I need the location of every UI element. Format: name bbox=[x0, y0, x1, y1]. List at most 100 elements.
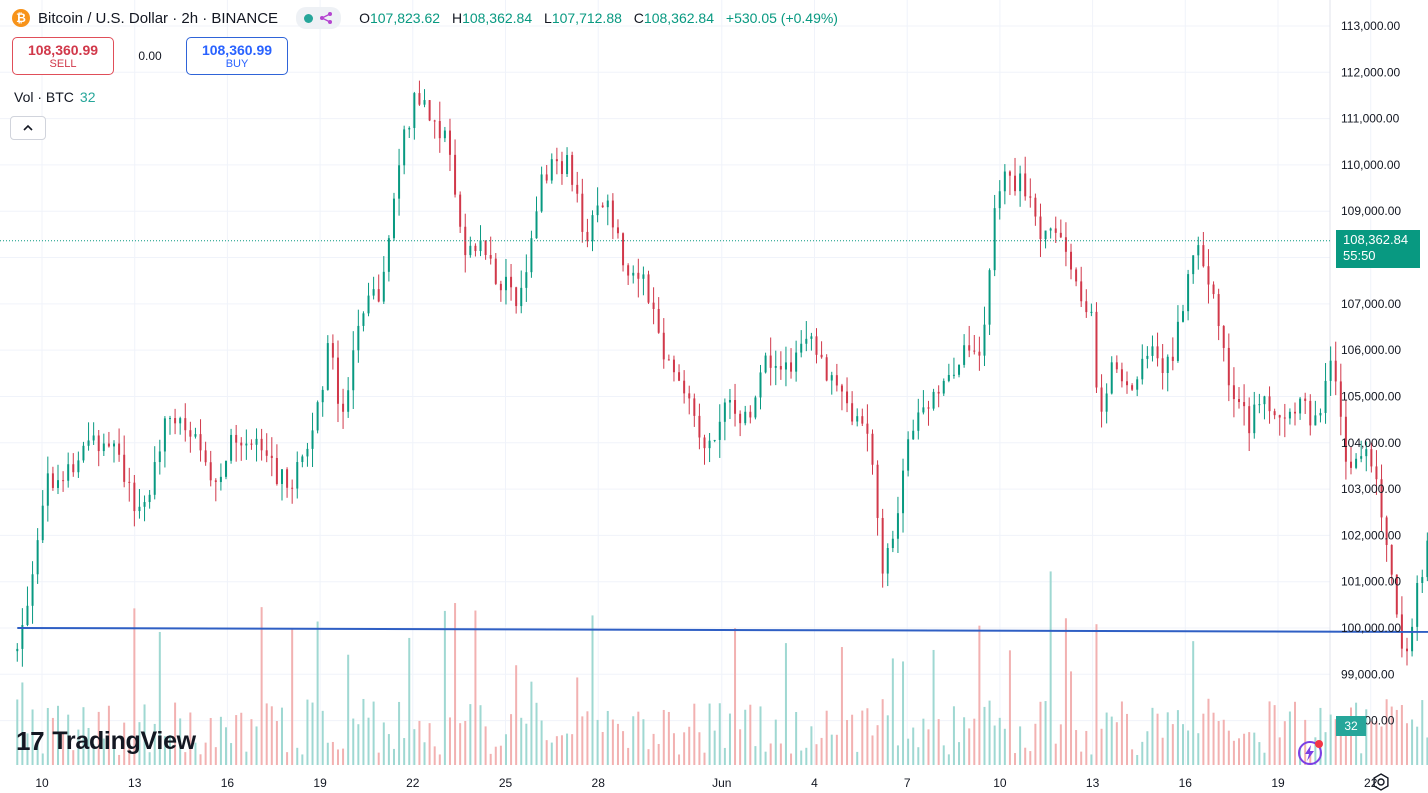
candle-body bbox=[622, 233, 625, 266]
volume-bar bbox=[403, 738, 406, 765]
candle-body bbox=[672, 359, 675, 373]
candle-body bbox=[418, 93, 421, 105]
volume-bar bbox=[734, 628, 737, 765]
candle-body bbox=[454, 154, 457, 195]
volume-bar bbox=[779, 743, 782, 765]
volume-bar bbox=[723, 747, 726, 765]
candle-body bbox=[128, 481, 131, 483]
buy-button[interactable]: 108,360.99 BUY bbox=[186, 37, 288, 75]
volume-bar bbox=[123, 722, 126, 765]
volume-bar bbox=[515, 665, 518, 765]
volume-bar bbox=[1339, 722, 1342, 765]
tradingview-mark-icon: 17 bbox=[16, 726, 45, 756]
candle-body bbox=[1136, 379, 1139, 390]
volume-bar bbox=[1283, 721, 1286, 765]
candle-body bbox=[1324, 380, 1327, 413]
candle-body bbox=[937, 391, 940, 394]
candle-body bbox=[1416, 582, 1419, 627]
share-icon bbox=[320, 12, 333, 24]
price-tick-label: 105,000.00 bbox=[1341, 389, 1401, 403]
candle-body bbox=[1166, 356, 1169, 374]
volume-bar bbox=[637, 711, 640, 765]
volume-bar bbox=[199, 754, 202, 765]
collapse-legend-button[interactable] bbox=[10, 116, 46, 140]
volume-bar bbox=[469, 704, 472, 765]
volume-bar bbox=[286, 752, 289, 765]
volume-bar bbox=[138, 722, 141, 765]
volume-bar bbox=[1273, 705, 1276, 765]
candle-body bbox=[1344, 416, 1347, 462]
candle-body bbox=[947, 375, 950, 381]
candle-body bbox=[123, 454, 126, 482]
volume-legend[interactable]: Vol · BTC 32 bbox=[14, 89, 95, 105]
candle-body bbox=[403, 129, 406, 166]
candle-body bbox=[871, 433, 874, 465]
candle-body bbox=[423, 100, 426, 105]
volume-bar bbox=[744, 709, 747, 765]
candle-body bbox=[1212, 284, 1215, 295]
volume-bar bbox=[107, 705, 110, 765]
volume-bar bbox=[622, 731, 625, 765]
volume-bar bbox=[1334, 719, 1337, 765]
candle-body bbox=[352, 350, 355, 391]
candle-body bbox=[1197, 245, 1200, 256]
volume-bar bbox=[418, 720, 421, 765]
candle-body bbox=[576, 184, 579, 194]
time-tick-label: 16 bbox=[221, 776, 235, 790]
volume-bar bbox=[1136, 754, 1139, 765]
volume-bar bbox=[1100, 728, 1103, 765]
candle-body bbox=[566, 155, 569, 175]
candle-body bbox=[1054, 228, 1057, 233]
volume-bar bbox=[1019, 726, 1022, 765]
candle-body bbox=[250, 443, 253, 445]
volume-bar bbox=[540, 720, 543, 765]
candle-body bbox=[596, 205, 599, 216]
candle-body bbox=[1253, 404, 1256, 434]
candle-body bbox=[413, 93, 416, 128]
candle-body bbox=[408, 127, 411, 130]
volume-bar bbox=[1370, 721, 1373, 765]
volume-bar bbox=[479, 705, 482, 765]
volume-bar bbox=[1024, 747, 1027, 765]
volume-bar bbox=[820, 737, 823, 765]
volume-bar bbox=[265, 703, 268, 765]
volume-bar bbox=[1014, 753, 1017, 765]
volume-bar bbox=[856, 751, 859, 765]
candle-body bbox=[1334, 360, 1337, 382]
candle-body bbox=[499, 283, 502, 291]
candle-body bbox=[1110, 362, 1113, 394]
volume-bar bbox=[209, 717, 212, 765]
candle-body bbox=[107, 443, 110, 447]
volume-bar bbox=[774, 719, 777, 765]
volume-bar bbox=[179, 718, 182, 765]
volume-bar bbox=[907, 738, 910, 765]
volume-bar bbox=[464, 720, 467, 765]
candle-body bbox=[224, 460, 227, 477]
candle-body bbox=[530, 238, 533, 273]
tradingview-logo[interactable]: 17 TradingView bbox=[16, 726, 196, 757]
lightning-assistant-icon[interactable] bbox=[1295, 737, 1327, 767]
volume-bar bbox=[795, 712, 798, 765]
candle-body bbox=[398, 165, 401, 199]
volume-bar bbox=[102, 738, 105, 765]
volume-bar bbox=[662, 709, 665, 765]
volume-bar bbox=[454, 603, 457, 765]
candle-body bbox=[1090, 311, 1093, 313]
volume-bar bbox=[174, 702, 177, 765]
time-tick-label: 22 bbox=[406, 776, 420, 790]
market-status-pill[interactable] bbox=[296, 7, 342, 29]
time-tick-label: 13 bbox=[1086, 776, 1100, 790]
candle-body bbox=[1217, 294, 1220, 327]
volume-bar bbox=[499, 745, 502, 765]
sell-button[interactable]: 108,360.99 SELL bbox=[12, 37, 114, 75]
candle-body bbox=[479, 240, 482, 252]
symbol-title[interactable]: Bitcoin / U.S. Dollar · 2h · BINANCE bbox=[38, 9, 279, 27]
volume-bar bbox=[1385, 699, 1388, 765]
volume-bar bbox=[1426, 737, 1428, 765]
volume-bar bbox=[31, 709, 34, 765]
volume-bar bbox=[672, 733, 675, 765]
volume-bar bbox=[1141, 741, 1144, 765]
price-tick-label: 101,000.00 bbox=[1341, 575, 1401, 589]
settings-gear-icon[interactable] bbox=[1371, 772, 1391, 792]
